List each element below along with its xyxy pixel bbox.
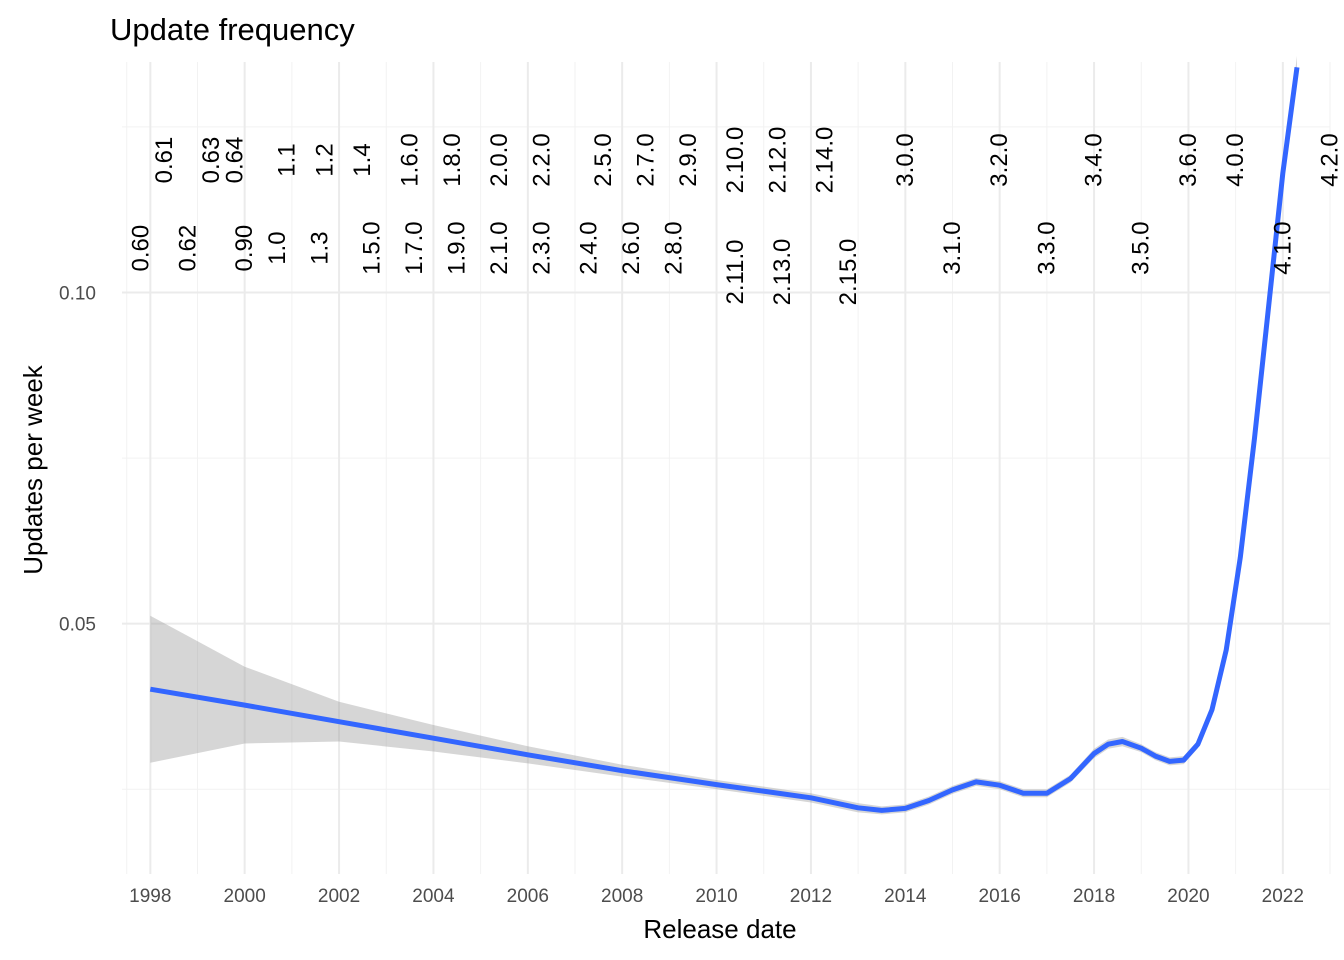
x-tick-label: 2020 bbox=[1167, 886, 1209, 907]
x-tick-label: 2008 bbox=[601, 886, 643, 907]
version-label: 0.62 bbox=[175, 225, 202, 272]
x-tick-label: 2014 bbox=[884, 886, 927, 907]
version-label: 4.2.0 bbox=[1317, 133, 1344, 186]
version-label: 3.1.0 bbox=[939, 221, 966, 274]
version-label: 1.0 bbox=[264, 231, 291, 264]
version-label: 2.13.0 bbox=[769, 239, 796, 306]
version-label: 3.4.0 bbox=[1081, 133, 1108, 186]
y-axis-ticks: 0.05 0.10 bbox=[59, 283, 96, 635]
version-label: 4.0.0 bbox=[1222, 133, 1249, 186]
version-label: 2.15.0 bbox=[835, 239, 862, 306]
version-label: 1.7.0 bbox=[401, 221, 428, 274]
version-label: 2.8.0 bbox=[661, 221, 688, 274]
x-tick-label: 2010 bbox=[695, 886, 737, 907]
version-label: 2.10.0 bbox=[722, 127, 749, 194]
version-label: 2.6.0 bbox=[618, 221, 645, 274]
version-label: 2.11.0 bbox=[722, 240, 749, 305]
version-label: 1.1 bbox=[274, 143, 301, 176]
x-tick-label: 2018 bbox=[1073, 886, 1115, 907]
version-label: 2.2.0 bbox=[529, 133, 556, 186]
version-label: 0.61 bbox=[151, 137, 178, 184]
version-label: 1.9.0 bbox=[444, 221, 471, 274]
version-label: 3.6.0 bbox=[1175, 133, 1202, 186]
version-label: 3.3.0 bbox=[1033, 221, 1060, 274]
version-label: 0.63 bbox=[198, 137, 225, 184]
x-tick-label: 2002 bbox=[318, 886, 360, 907]
y-tick-label: 0.05 bbox=[59, 615, 96, 636]
y-tick-label: 0.10 bbox=[59, 283, 96, 304]
version-label: 1.5.0 bbox=[359, 221, 386, 274]
version-label: 2.12.0 bbox=[764, 127, 791, 194]
x-axis-ticks: 1998 2000 2002 2004 2006 2008 2010 2012 2014 2016… bbox=[129, 886, 1304, 907]
x-tick-label: 2012 bbox=[790, 886, 832, 907]
version-label: 0.90 bbox=[231, 225, 258, 272]
confidence-band bbox=[150, 56, 1297, 815]
x-tick-label: 1998 bbox=[129, 886, 171, 907]
version-label: 1.6.0 bbox=[396, 133, 423, 186]
version-label: 2.5.0 bbox=[590, 133, 617, 186]
version-label: 1.4 bbox=[349, 143, 376, 176]
series-line bbox=[149, 66, 1300, 813]
chart-title: Update frequency bbox=[110, 12, 355, 47]
version-label: 2.0.0 bbox=[486, 133, 513, 186]
version-label: 2.7.0 bbox=[632, 133, 659, 186]
version-label: 2.4.0 bbox=[576, 221, 603, 274]
x-tick-label: 2022 bbox=[1262, 886, 1304, 907]
version-label: 0.64 bbox=[222, 137, 249, 184]
version-label: 2.1.0 bbox=[486, 221, 513, 274]
version-label: 3.0.0 bbox=[892, 133, 919, 186]
version-labels: 0.60 0.61 0.62 0.630.64 0.90 1.0 1.1 1.3 1.2 1.5.… bbox=[127, 127, 1343, 306]
version-label: 2.14.0 bbox=[812, 127, 839, 194]
version-label: 2.9.0 bbox=[675, 133, 702, 186]
x-tick-label: 2006 bbox=[507, 886, 549, 907]
version-label: 4.1.0 bbox=[1269, 221, 1296, 274]
version-label: 2.3.0 bbox=[529, 221, 556, 274]
version-label: 0.60 bbox=[127, 225, 154, 272]
series-lines bbox=[149, 66, 1300, 813]
confidence-band-area bbox=[150, 56, 1297, 815]
version-label: 1.8.0 bbox=[439, 133, 466, 186]
version-label: 3.5.0 bbox=[1128, 221, 1155, 274]
version-label: 1.3 bbox=[307, 231, 334, 264]
version-label: 1.2 bbox=[311, 143, 338, 176]
x-tick-label: 2004 bbox=[412, 886, 455, 907]
x-tick-label: 2000 bbox=[224, 886, 266, 907]
version-label: 3.2.0 bbox=[986, 133, 1013, 186]
x-axis-title: Release date bbox=[643, 914, 796, 944]
y-axis-title: Updates per week bbox=[18, 364, 48, 575]
x-tick-label: 2016 bbox=[979, 886, 1021, 907]
